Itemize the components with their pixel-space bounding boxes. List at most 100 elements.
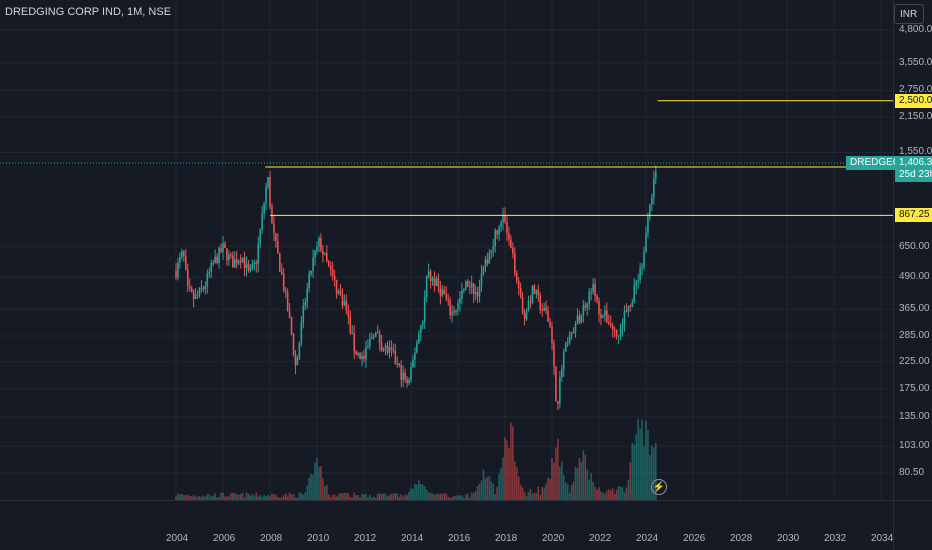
candle-body	[186, 269, 189, 287]
volume-bar	[378, 493, 381, 500]
volume-bar	[527, 491, 530, 500]
volume-bar	[512, 426, 514, 500]
volume-bar	[439, 493, 442, 500]
price-axis-label: 4,800.00	[899, 24, 932, 35]
volume-bar	[228, 496, 230, 500]
volume-bar	[427, 492, 430, 500]
candle-body	[543, 307, 545, 312]
candle-body	[623, 311, 626, 325]
candle-body	[594, 284, 596, 296]
candle-body	[181, 250, 183, 257]
currency-button[interactable]: INR	[894, 4, 924, 24]
candle-body	[484, 259, 487, 268]
volume-bar	[190, 496, 193, 500]
time-axis-label: 2020	[542, 533, 565, 544]
volume-bar	[466, 493, 469, 500]
volume-bar	[574, 466, 577, 500]
volume-bar	[633, 444, 636, 500]
volume-bar	[445, 493, 448, 500]
volume-bar	[645, 420, 647, 500]
candle-body	[179, 256, 181, 263]
candle-body	[570, 332, 573, 335]
volume-bar	[549, 478, 551, 500]
volume-bar	[208, 494, 211, 500]
candle-body	[261, 213, 263, 230]
candle-body	[600, 314, 602, 318]
volume-bar	[335, 496, 338, 500]
candle-body	[449, 300, 451, 315]
countdown-tag: 25d 23h	[895, 168, 932, 183]
candle-body	[224, 243, 226, 249]
volume-bar	[331, 494, 334, 500]
candle-body	[376, 332, 379, 334]
volume-bar	[582, 450, 585, 500]
volume-bar	[200, 496, 203, 500]
volume-bar	[631, 442, 634, 500]
volume-bar	[472, 493, 475, 500]
candle-body	[588, 291, 591, 304]
candle-body	[416, 343, 418, 353]
candle-body	[355, 351, 357, 355]
candle-body	[398, 363, 401, 366]
volume-bar	[433, 494, 436, 500]
volume-bar	[613, 493, 616, 500]
volume-bar	[651, 445, 653, 500]
candle-body	[202, 288, 205, 290]
volume-bar	[253, 495, 256, 500]
volume-bar	[371, 497, 373, 500]
candle-body	[649, 204, 651, 217]
candle-body	[322, 250, 324, 255]
volume-bar	[617, 486, 620, 500]
candle-body	[339, 290, 342, 294]
candle-body	[560, 369, 563, 378]
volume-bar	[412, 488, 414, 500]
last-price-tag: 1,406.30	[895, 156, 932, 171]
volume-bar	[320, 466, 322, 500]
volume-bar	[515, 467, 518, 500]
lightning-icon[interactable]: ⚡	[651, 479, 667, 495]
candle-body	[194, 295, 197, 299]
volume-bar	[306, 485, 309, 500]
volume-bar	[239, 493, 242, 500]
candle-body	[651, 197, 653, 205]
volume-bar	[627, 479, 630, 500]
volume-bar	[275, 494, 277, 500]
candle-body	[619, 328, 622, 336]
candle-body	[394, 351, 397, 364]
volume-bar	[249, 495, 252, 500]
candle-body	[310, 271, 312, 274]
candle-body	[273, 223, 275, 234]
volume-bar	[457, 495, 459, 500]
candle-body	[380, 343, 383, 351]
candle-body	[547, 310, 549, 323]
volume-bar	[602, 492, 604, 500]
volume-bar	[492, 483, 495, 500]
volume-bar	[288, 492, 291, 500]
candle-body	[255, 262, 258, 264]
candle-body	[468, 285, 471, 288]
candle-body	[327, 261, 330, 267]
candle-body	[611, 325, 614, 330]
volume-bar	[312, 474, 314, 500]
candles	[175, 165, 657, 410]
candle-body	[196, 294, 199, 296]
candle-body	[226, 248, 228, 261]
volume-bar	[198, 495, 201, 500]
volume-bar	[177, 493, 179, 500]
candle-body	[302, 305, 305, 323]
candle-body	[347, 310, 350, 317]
candle-body	[402, 372, 404, 380]
volume-bar	[588, 479, 591, 500]
volume-bar	[257, 496, 260, 500]
volume-bar	[202, 495, 205, 500]
candle-body	[613, 329, 616, 331]
volume-bar	[273, 494, 275, 500]
candle-body	[645, 232, 647, 252]
candle-body	[584, 305, 587, 308]
volume-bar	[488, 476, 491, 500]
candle-body	[643, 251, 645, 267]
candle-body	[286, 291, 289, 312]
volume-bar	[625, 487, 628, 500]
volume-bar	[357, 495, 359, 500]
